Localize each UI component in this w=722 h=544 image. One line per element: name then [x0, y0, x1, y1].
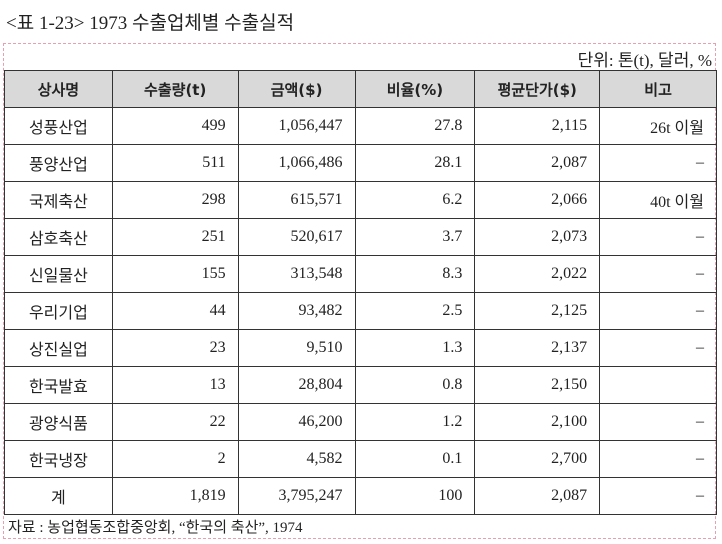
table-title: <표 1-23> 1973 수출업체별 수출실적: [6, 13, 295, 34]
table-cell: 2,087: [474, 144, 601, 182]
table-cell: 251: [111, 218, 239, 256]
table-cell: 2,115: [474, 107, 601, 145]
table-row: 풍양산업 511 1,066,486 28.1 2,087–: [4, 144, 717, 182]
column-header: 수출량(t): [111, 70, 239, 108]
table-cell: –: [599, 292, 717, 330]
unit-note: 단위: 톤(t), 달러, %: [577, 51, 712, 70]
table-cell: 풍양산업: [4, 144, 113, 182]
table-cell: 0.1: [354, 440, 476, 478]
table-row: 성풍산업 499 1,056,447 27.8 2,115 26t 이월: [4, 107, 717, 145]
table-cell: 1,066,486: [237, 144, 356, 182]
table-cell: 1,056,447: [237, 107, 356, 145]
table-cell: 성풍산업: [4, 107, 113, 145]
table-cell: 313,548: [237, 255, 356, 293]
table-cell: 6.2: [354, 181, 476, 219]
table-cell: 2,100: [474, 403, 601, 441]
table-cell: 2,150: [474, 366, 601, 404]
table-cell: 한국발효: [4, 366, 113, 404]
table-cell: 신일물산: [4, 255, 113, 293]
table-cell: 9,510: [237, 329, 356, 367]
table-cell: 22: [111, 403, 239, 441]
table-cell: 2,073: [474, 218, 601, 256]
table-cell: 2,022: [474, 255, 601, 293]
table-cell: –: [599, 440, 717, 478]
table-row: 삼호축산 251 520,617 3.7 2,073–: [4, 218, 717, 256]
table-cell: 1,819: [111, 477, 239, 515]
table-cell: 155: [111, 255, 239, 293]
table-cell: 4,582: [237, 440, 356, 478]
table-row: 상진실업 23 9,510 1.3 2,137–: [4, 329, 717, 367]
table-cell: 3,795,247: [237, 477, 356, 515]
column-header: 평균단가($): [474, 70, 601, 108]
table-cell: 2,066: [474, 181, 601, 219]
data-table: 상사명 수출량(t) 금액($) 비율(%) 평균단가($) 비고 성풍산업 499 1,05…: [4, 70, 717, 515]
table-cell: 511: [111, 144, 239, 182]
table-cell: –: [599, 255, 717, 293]
table-cell: 2,125: [474, 292, 601, 330]
header-row: 상사명 수출량(t) 금액($) 비율(%) 평균단가($) 비고: [4, 70, 717, 108]
table-row: 국제축산 298 615,571 6.2 2,066 40t 이월: [4, 181, 717, 219]
table-row: 우리기업 44 93,482 2.5 2,125–: [4, 292, 717, 330]
table-cell: 상진실업: [4, 329, 113, 367]
table-cell: 27.8: [354, 107, 476, 145]
table-cell: 28.1: [354, 144, 476, 182]
table-cell: 28,804: [237, 366, 356, 404]
table-cell: –: [599, 329, 717, 367]
table-cell: 우리기업: [4, 292, 113, 330]
table-cell: 1.3: [354, 329, 476, 367]
table-cell: 13: [111, 366, 239, 404]
column-header: 비율(%): [354, 70, 476, 108]
table-cell: 국제축산: [4, 181, 113, 219]
table-cell: 615,571: [237, 181, 356, 219]
table-cell: 520,617: [237, 218, 356, 256]
table-cell: 3.7: [354, 218, 476, 256]
table-cell: –: [599, 218, 717, 256]
table-cell: 2,087: [474, 477, 601, 515]
table-cell: 계: [4, 477, 113, 515]
table-cell: [599, 366, 717, 404]
column-header: 상사명: [4, 70, 113, 108]
table-cell: 삼호축산: [4, 218, 113, 256]
source-note: 자료 : 농업협동조합중앙회, “한국의 축산”, 1974: [8, 520, 303, 536]
column-header: 비고: [599, 70, 717, 108]
table-cell: 93,482: [237, 292, 356, 330]
table-cell: 8.3: [354, 255, 476, 293]
table-cell: –: [599, 144, 717, 182]
table-cell: 46,200: [237, 403, 356, 441]
table-cell: 44: [111, 292, 239, 330]
table-row: 광양식품 22 46,200 1.2 2,100–: [4, 403, 717, 441]
table-cell: 2.5: [354, 292, 476, 330]
table-row: 한국냉장 2 4,582 0.1 2,700–: [4, 440, 717, 478]
table-cell: 2: [111, 440, 239, 478]
table-row: 한국발효 13 28,804 0.8 2,150: [4, 366, 717, 404]
table-row: 신일물산 155 313,548 8.3 2,022–: [4, 255, 717, 293]
table-row: 계 1,819 3,795,247 100 2,087–: [4, 477, 717, 515]
table-cell: 한국냉장: [4, 440, 113, 478]
table-cell: 298: [111, 181, 239, 219]
table-cell: 26t 이월: [599, 107, 717, 145]
table-cell: 광양식품: [4, 403, 113, 441]
column-header: 금액($): [237, 70, 356, 108]
table-cell: 23: [111, 329, 239, 367]
table-cell: 1.2: [354, 403, 476, 441]
table-cell: 2,700: [474, 440, 601, 478]
table-cell: 100: [354, 477, 476, 515]
table-cell: –: [599, 477, 717, 515]
table-cell: 2,137: [474, 329, 601, 367]
table-cell: 0.8: [354, 366, 476, 404]
table-cell: 40t 이월: [599, 181, 717, 219]
table-cell: –: [599, 403, 717, 441]
table-cell: 499: [111, 107, 239, 145]
